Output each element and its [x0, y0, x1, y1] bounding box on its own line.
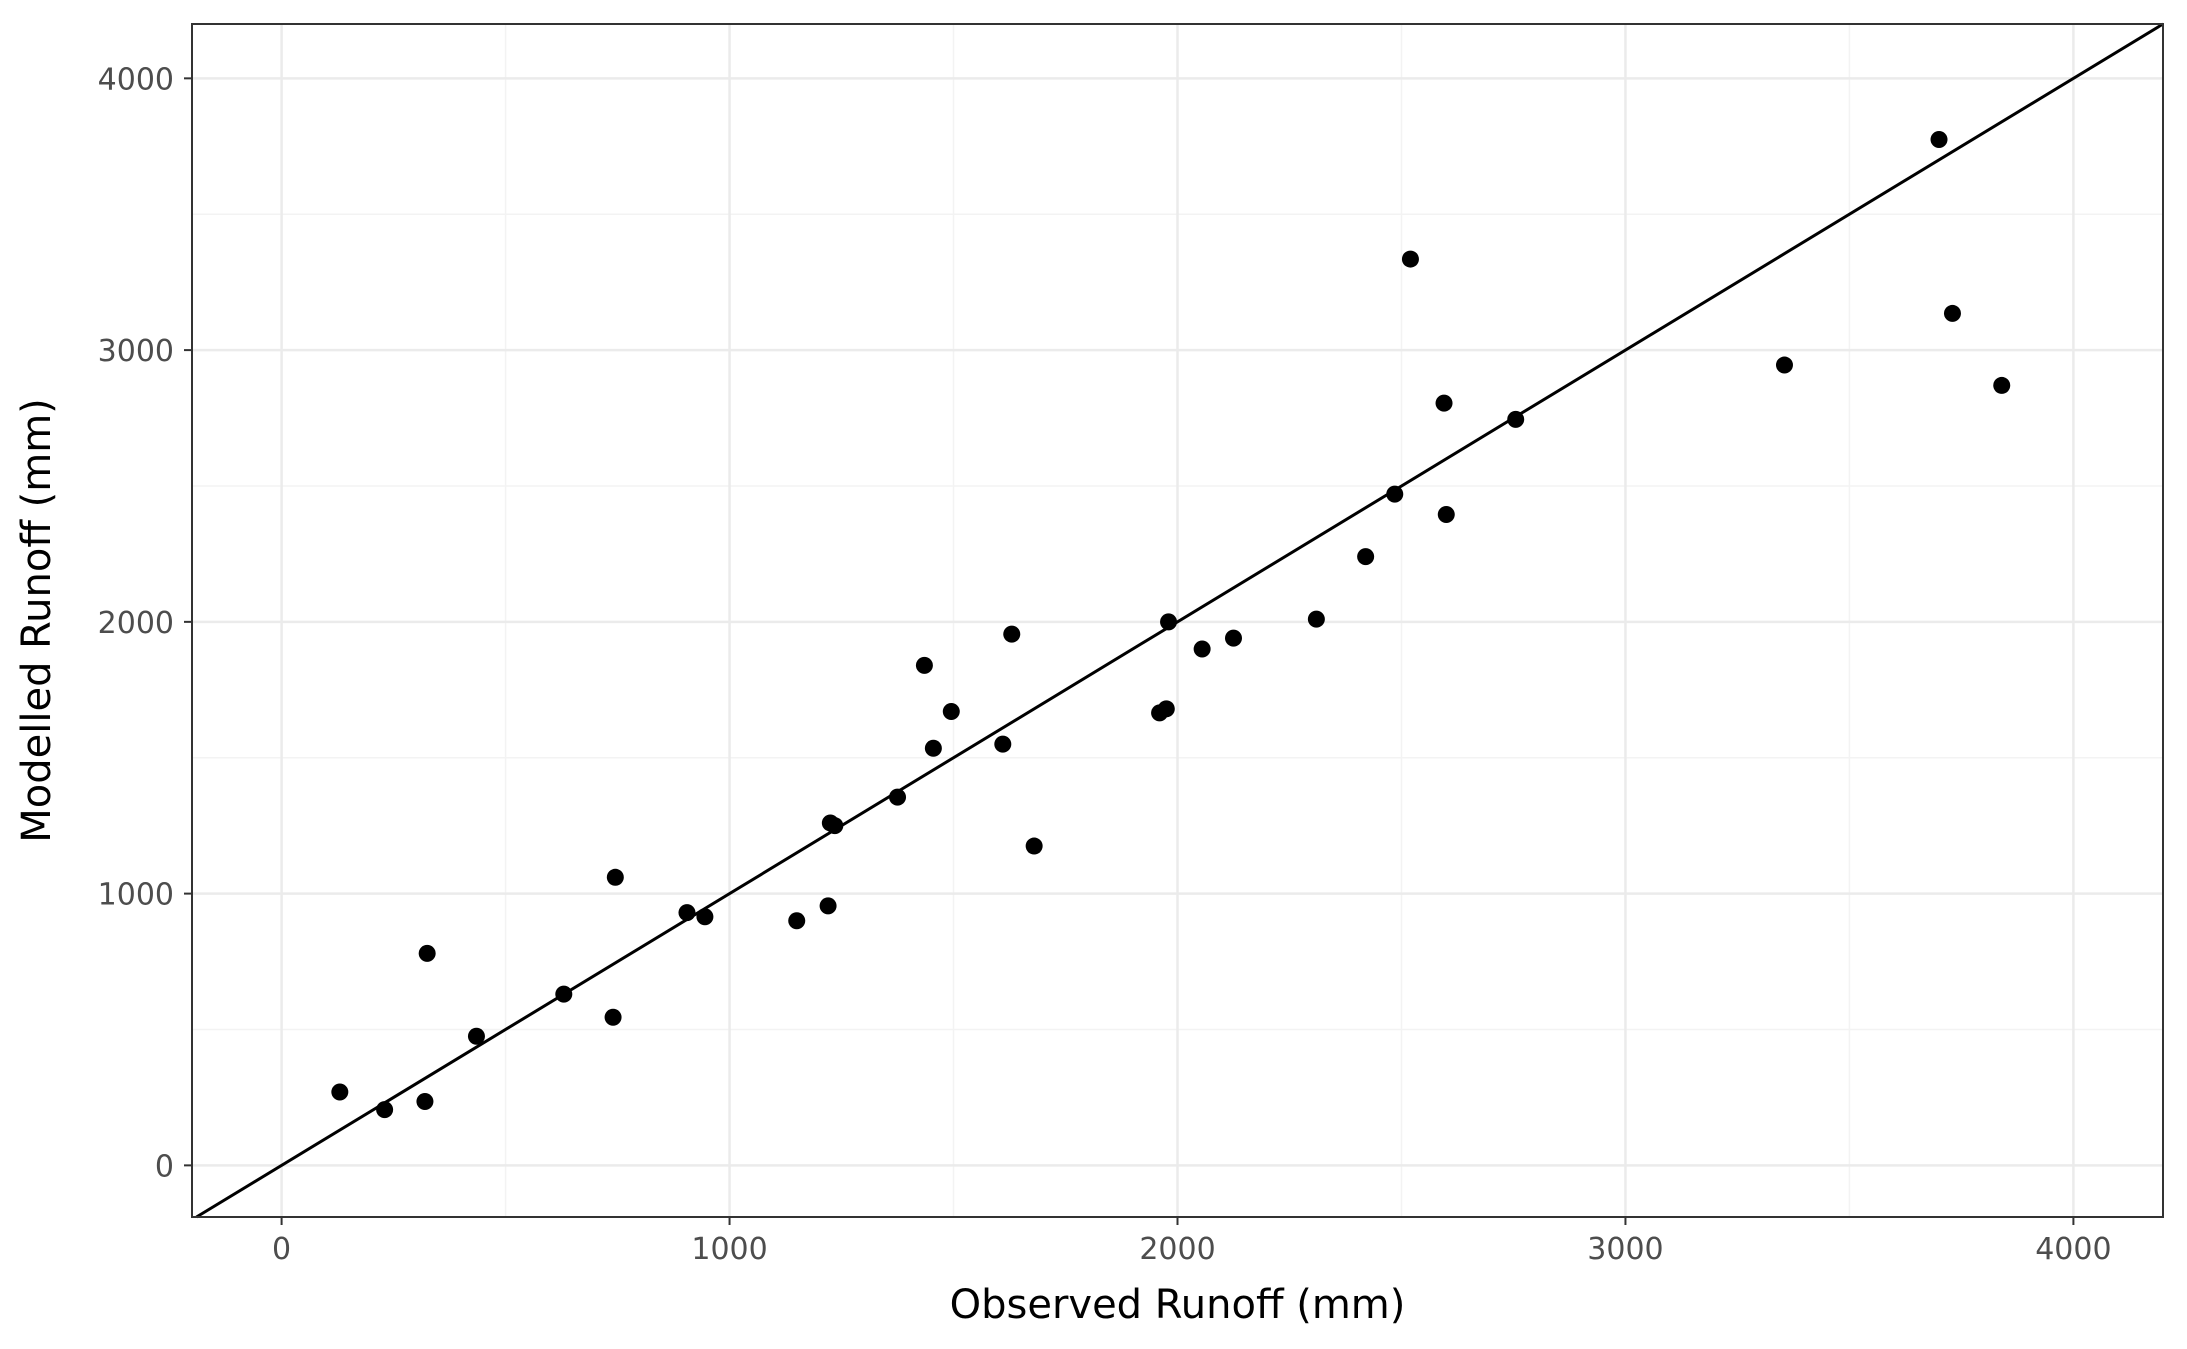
data-point [1943, 304, 1961, 322]
data-point [1401, 250, 1419, 268]
data-point [606, 868, 624, 886]
y-tick-label: 4000 [98, 62, 174, 97]
data-point [994, 735, 1012, 753]
y-tick-label: 2000 [98, 606, 174, 641]
data-point [1930, 130, 1948, 148]
grid-major [192, 24, 2163, 1217]
x-tick-label: 3000 [1587, 1232, 1663, 1267]
x-tick-label: 4000 [2035, 1232, 2111, 1267]
points-layer [331, 130, 2011, 1119]
data-point [1437, 506, 1455, 524]
data-point [467, 1027, 485, 1045]
x-tick-label: 0 [272, 1232, 291, 1267]
y-axis-title: Modelled Runoff (mm) [14, 398, 60, 843]
data-point [1507, 410, 1525, 428]
data-point [1386, 485, 1404, 503]
x-tick-label: 2000 [1139, 1232, 1215, 1267]
x-axis-ticks: 0 1000 2000 3000 4000 [272, 1217, 2112, 1267]
y-tick-label: 3000 [98, 334, 174, 369]
x-tick-label: 1000 [691, 1232, 767, 1267]
data-point [1003, 625, 1021, 643]
reference-line-layer [195, 22, 2164, 1219]
data-point [942, 703, 960, 721]
y-axis-ticks: 0 1000 2000 3000 4000 [98, 62, 192, 1184]
data-point [889, 788, 907, 806]
data-point [555, 985, 573, 1003]
data-point [696, 908, 714, 926]
data-point [1775, 356, 1793, 374]
x-axis-title: Observed Runoff (mm) [950, 1282, 1406, 1328]
data-point [1025, 837, 1043, 855]
data-point [418, 944, 436, 962]
y-tick-label: 1000 [98, 878, 174, 913]
data-point [1157, 700, 1175, 718]
data-point [331, 1083, 349, 1101]
data-point [924, 739, 942, 757]
data-point [1307, 610, 1325, 628]
data-point [915, 656, 933, 674]
data-point [416, 1093, 434, 1111]
data-point [1193, 640, 1211, 658]
data-point [1160, 613, 1178, 631]
data-point [826, 817, 844, 835]
y-tick-label: 0 [155, 1149, 174, 1184]
data-point [678, 904, 696, 922]
data-point [1357, 548, 1375, 566]
data-point [788, 912, 806, 930]
data-point [1435, 394, 1453, 412]
data-point [819, 897, 837, 915]
data-point [604, 1008, 622, 1026]
data-point [1993, 376, 2011, 394]
data-point [376, 1101, 394, 1119]
reference-line [195, 22, 2164, 1219]
data-point [1224, 629, 1242, 647]
